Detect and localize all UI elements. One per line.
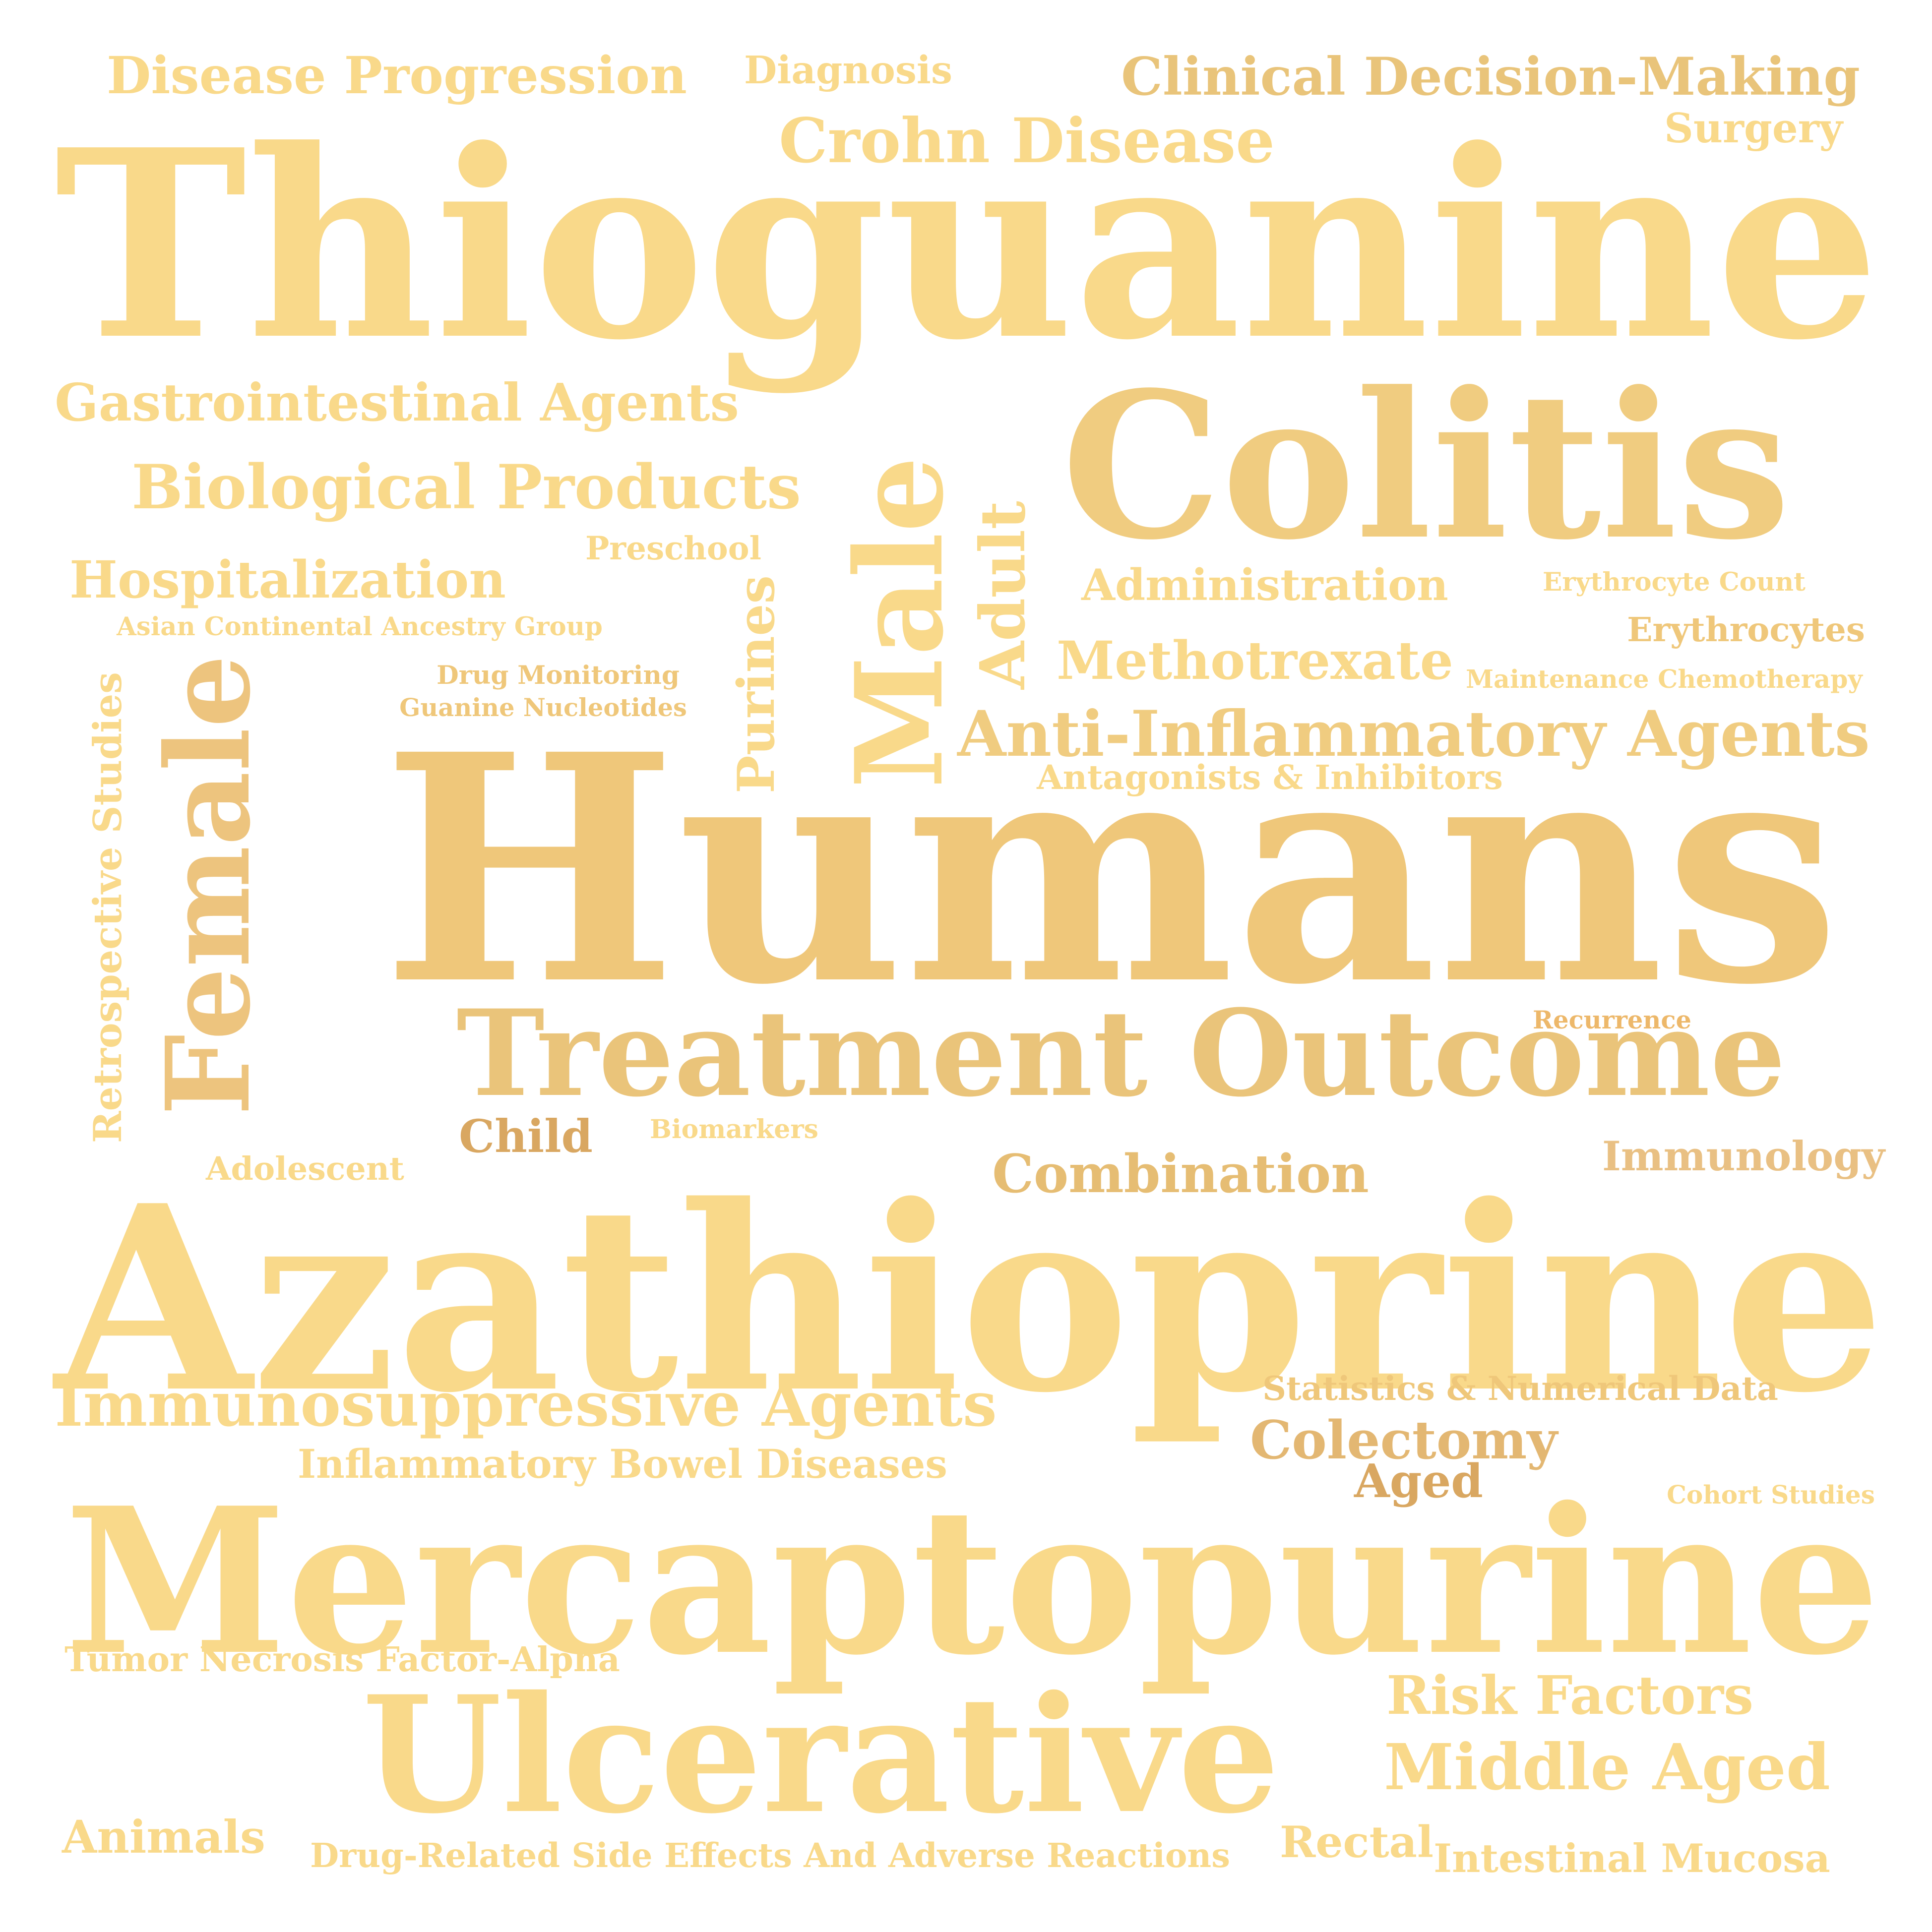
word-female: Female <box>140 655 276 1116</box>
word-guanine-nucleotides: Guanine Nucleotides <box>399 693 687 722</box>
word-administration: Administration <box>1081 559 1448 611</box>
word-antagonists-inhibitors: Antagonists & Inhibitors <box>1037 757 1503 797</box>
word-male: Male <box>829 456 971 788</box>
word-cohort-studies: Cohort Studies <box>1667 1480 1875 1509</box>
word-treatment-outcome: Treatment Outcome <box>456 984 1786 1124</box>
word-disease-progression: Disease Progression <box>107 45 687 106</box>
word-adult: Adult <box>967 501 1040 689</box>
word-humans: Humans <box>382 686 1840 1054</box>
word-immunosuppressive-agents: Immunosuppressive Agents <box>55 1369 997 1441</box>
word-thioguanine: Thioguanine <box>55 93 1880 397</box>
word-rectal: Rectal <box>1280 1816 1433 1868</box>
word-recurrence: Recurrence <box>1533 1005 1691 1034</box>
word-colectomy: Colectomy <box>1250 1409 1558 1471</box>
word-asian-continental-ancestry-group: Asian Continental Ancestry Group <box>117 612 603 642</box>
word-statistics-numerical-data: Statistics & Numerical Data <box>1262 1369 1778 1408</box>
word-tumor-necrosis-factor-alpha: Tumor Necrosis Factor-Alpha <box>64 1640 620 1680</box>
word-aged: Aged <box>1354 1454 1483 1509</box>
word-biological-products: Biological Products <box>131 451 801 523</box>
word-child: Child <box>459 1110 593 1163</box>
word-surgery: Surgery <box>1664 105 1843 153</box>
word-inflammatory-bowel-diseases: Inflammatory Bowel Diseases <box>298 1441 947 1487</box>
word-biomarkers: Biomarkers <box>650 1114 818 1145</box>
word-azathioprine: Azathioprine <box>55 1149 1885 1449</box>
word-crohn-disease: Crohn Disease <box>779 105 1275 178</box>
word-erythrocytes: Erythrocytes <box>1627 610 1865 650</box>
word-erythrocyte-count: Erythrocyte Count <box>1543 567 1806 598</box>
word-immunology: Immunology <box>1602 1133 1885 1180</box>
word-combination: Combination <box>992 1143 1369 1205</box>
word-gastrointestinal-agents: Gastrointestinal Agents <box>55 372 739 433</box>
word-purines: Purines <box>726 575 786 793</box>
word-hospitalization: Hospitalization <box>69 550 506 610</box>
word-methotrexate: Methotrexate <box>1057 629 1453 691</box>
word-risk-factors: Risk Factors <box>1386 1664 1753 1727</box>
word-middle-aged: Middle Aged <box>1384 1730 1830 1805</box>
word-maintenance-chemotherapy: Maintenance Chemotherapy <box>1466 664 1863 694</box>
word-colitis: Colitis <box>1061 348 1791 585</box>
word-anti-inflammatory-agents: Anti-Inflammatory Agents <box>957 696 1870 771</box>
word-drug-related-side-effects: Drug-Related Side Effects And Adverse Re… <box>310 1836 1230 1875</box>
word-clinical-decision-making: Clinical Decision-Making <box>1121 46 1860 108</box>
word-retrospective-studies: Retrospective Studies <box>85 672 130 1143</box>
word-animals: Animals <box>62 1811 265 1864</box>
word-diagnosis: Diagnosis <box>744 48 952 93</box>
word-mercaptopurine: Mercaptopurine <box>64 1463 1880 1699</box>
word-ulcerative: Ulcerative <box>362 1661 1280 1849</box>
word-intestinal-mucosa: Intestinal Mucosa <box>1433 1835 1830 1881</box>
word-adolescent: Adolescent <box>206 1150 404 1188</box>
word-preschool: Preschool <box>585 530 761 568</box>
word-drug-monitoring: Drug Monitoring <box>436 660 680 690</box>
